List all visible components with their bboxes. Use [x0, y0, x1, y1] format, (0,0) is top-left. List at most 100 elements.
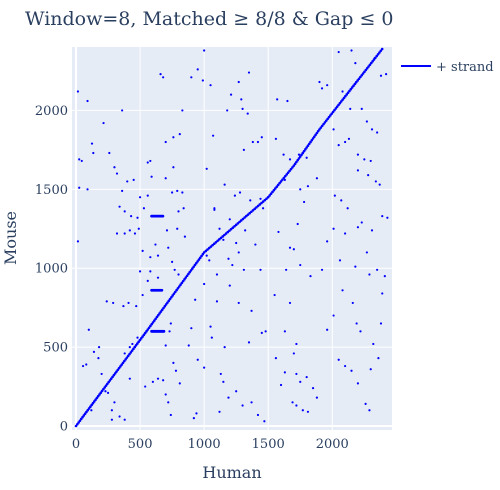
- diagonal-point: [311, 137, 315, 140]
- diagonal-point: [196, 260, 199, 263]
- diagonal-point: [302, 149, 306, 153]
- data-point: [110, 409, 113, 412]
- data-point: [203, 282, 206, 286]
- diagonal-point: [313, 135, 316, 138]
- diagonal-point: [278, 181, 281, 185]
- cluster-point: [162, 329, 166, 333]
- data-point: [381, 292, 384, 295]
- diagonal-point: [322, 122, 325, 126]
- diagonal-point: [318, 128, 321, 131]
- data-point: [320, 268, 324, 271]
- diagonal-point: [145, 330, 148, 333]
- data-point: [196, 68, 199, 71]
- data-point: [341, 289, 344, 292]
- diagonal-point: [268, 194, 271, 197]
- data-point: [274, 137, 278, 140]
- data-point: [92, 350, 96, 353]
- diagonal-point: [224, 232, 228, 235]
- diagonal-point: [346, 91, 350, 95]
- data-point: [195, 412, 198, 415]
- diagonal-point: [166, 301, 169, 304]
- data-point: [164, 140, 167, 144]
- data-point: [273, 293, 276, 297]
- diagonal-point: [206, 248, 209, 251]
- data-point: [118, 205, 121, 208]
- data-point: [279, 383, 283, 387]
- data-point: [369, 368, 372, 371]
- data-point: [256, 140, 260, 144]
- diagonal-point: [183, 278, 186, 281]
- legend[interactable]: + strand: [401, 60, 494, 75]
- data-point: [326, 84, 329, 87]
- data-point: [229, 93, 233, 96]
- data-point: [337, 50, 340, 54]
- data-point: [141, 249, 144, 252]
- y-axis-ticks: 0 500 1000 1500 2000: [35, 104, 68, 435]
- diagonal-point: [324, 119, 328, 122]
- data-point: [123, 232, 126, 235]
- data-point: [128, 346, 131, 349]
- diagonal-point: [156, 313, 160, 317]
- data-point: [235, 241, 238, 245]
- data-point: [296, 222, 299, 226]
- data-point: [86, 99, 89, 103]
- data-point: [301, 409, 304, 412]
- data-point: [315, 177, 319, 180]
- diagonal-point: [367, 65, 370, 68]
- data-point: [215, 273, 219, 276]
- diagonal-point: [239, 219, 243, 222]
- data-point: [286, 99, 289, 103]
- data-point: [164, 393, 167, 396]
- data-point: [237, 251, 240, 254]
- data-point: [86, 188, 89, 191]
- data-point: [311, 387, 315, 390]
- diagonal-point: [159, 310, 163, 313]
- data-point: [210, 336, 213, 339]
- data-point: [102, 121, 105, 125]
- data-point: [196, 358, 199, 361]
- data-point: [383, 275, 386, 278]
- data-point: [305, 375, 308, 379]
- data-point: [123, 418, 126, 421]
- data-point: [360, 221, 363, 224]
- diagonal-point: [376, 52, 380, 56]
- data-point: [149, 256, 152, 259]
- data-point: [288, 301, 292, 305]
- x-tick-label: 1500: [252, 437, 285, 452]
- grid-lines: [72, 47, 392, 430]
- data-point: [164, 344, 167, 347]
- data-point: [295, 404, 298, 407]
- diagonal-point: [187, 272, 190, 276]
- data-point: [177, 273, 180, 276]
- data-point: [97, 346, 101, 349]
- data-point: [246, 112, 249, 115]
- diagonal-point: [296, 158, 299, 162]
- diagonal-point: [279, 180, 283, 183]
- diagonal-point: [177, 285, 181, 288]
- diagonal-point: [248, 211, 251, 215]
- data-point: [340, 199, 343, 202]
- diagonal-point: [197, 258, 201, 261]
- data-point: [261, 207, 265, 210]
- data-point: [176, 227, 179, 230]
- data-point: [135, 304, 138, 308]
- y-tick-label: 1000: [35, 262, 68, 277]
- data-point: [177, 210, 180, 213]
- diagonal-point: [219, 236, 223, 240]
- data-point: [218, 410, 221, 413]
- diagonal-point: [272, 188, 276, 192]
- data-point: [315, 396, 319, 399]
- data-point: [237, 301, 240, 305]
- data-point: [372, 342, 375, 346]
- data-point: [187, 344, 190, 347]
- diagonal-point: [212, 242, 216, 246]
- diagonal-point: [356, 79, 359, 82]
- data-point: [178, 132, 181, 136]
- data-point: [97, 357, 100, 360]
- diagonal-point: [334, 107, 338, 110]
- data-point: [350, 49, 353, 52]
- diagonal-point: [285, 173, 289, 176]
- data-point: [337, 144, 340, 147]
- data-point: [76, 240, 80, 243]
